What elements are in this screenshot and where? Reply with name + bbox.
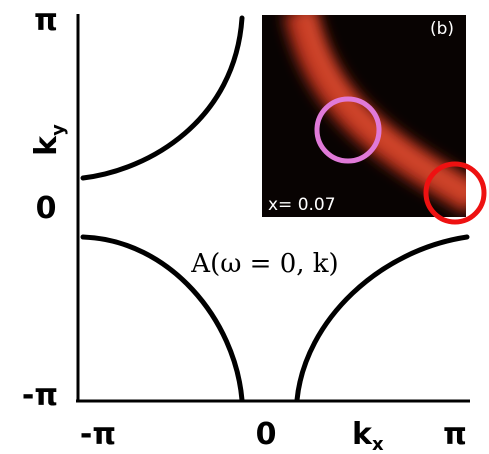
y-tick-label: π: [34, 3, 58, 38]
x-tick-label: 0: [256, 417, 277, 452]
y-axis-label-sub: y: [48, 124, 69, 136]
x-tick-label: -π: [80, 417, 116, 452]
fermi-curve: [83, 18, 242, 178]
x-axis-label-sub: x: [372, 434, 384, 454]
y-tick-label: 0: [36, 191, 57, 226]
y-axis-label: ky: [29, 124, 69, 156]
inset-panel-label: (b): [430, 19, 454, 39]
y-axis-label-main: k: [29, 135, 64, 156]
inset: [262, 10, 475, 217]
x-axis-label: kx: [352, 417, 384, 454]
inset-doping-label: x= 0.07: [268, 195, 336, 215]
x-axis-label-main: k: [352, 417, 373, 452]
x-tick-label: π: [443, 417, 467, 452]
y-tick-label: -π: [22, 378, 58, 413]
annotation: A(ω = 0, k): [190, 249, 338, 279]
figure: (b) x= 0.07 π 0 -π ky -π 0 π kx A(ω = 0,…: [0, 0, 489, 454]
